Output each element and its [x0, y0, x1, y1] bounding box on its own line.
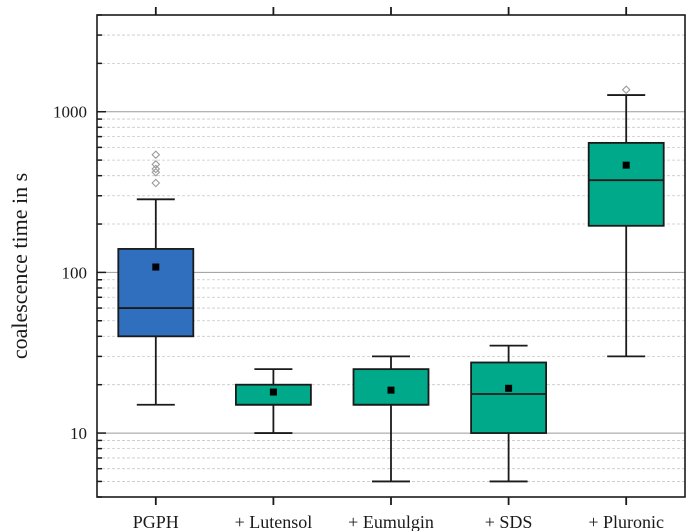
- plot-frame: [96, 14, 686, 498]
- box-plot: [587, 85, 665, 358]
- x-tick-label: + Lutensol: [235, 512, 313, 531]
- box-plots: [117, 85, 665, 483]
- outlier-point: [151, 150, 161, 160]
- mean-marker: [622, 161, 630, 169]
- outlier-point: [151, 178, 161, 188]
- y-tick-label: 10: [70, 424, 87, 443]
- x-axis-labels: PGPH + Lutensol + Eumulgin + SDS + Pluronic: [133, 512, 664, 531]
- mean-marker: [152, 263, 160, 271]
- x-axis-ticks: [154, 7, 628, 505]
- box-plot: [117, 150, 195, 406]
- outlier-point: [151, 164, 161, 174]
- box-plot: [234, 368, 312, 434]
- mean-marker: [505, 384, 513, 392]
- y-axis-label: coalescence time in s: [7, 173, 32, 359]
- x-tick-label: + Eumulgin: [348, 512, 434, 531]
- iqr-box: [470, 361, 548, 434]
- y-tick-label: 1000: [53, 103, 87, 122]
- y-axis-labels: 10 100 1000: [53, 103, 87, 443]
- y-tick-label: 100: [62, 263, 88, 282]
- iqr-box: [587, 141, 665, 227]
- x-tick-label: PGPH: [133, 512, 179, 531]
- iqr-box: [117, 248, 195, 338]
- mean-marker: [387, 386, 395, 394]
- box-plot: [352, 355, 430, 483]
- x-tick-label: + Pluronic: [588, 512, 664, 531]
- outlier-point: [621, 85, 631, 95]
- box-plot: [470, 344, 548, 483]
- x-tick-label: + SDS: [485, 512, 533, 531]
- mean-marker: [269, 388, 277, 396]
- y-axis-ticks: [97, 14, 106, 498]
- outlier-point: [151, 160, 161, 169]
- outlier-point: [151, 167, 161, 177]
